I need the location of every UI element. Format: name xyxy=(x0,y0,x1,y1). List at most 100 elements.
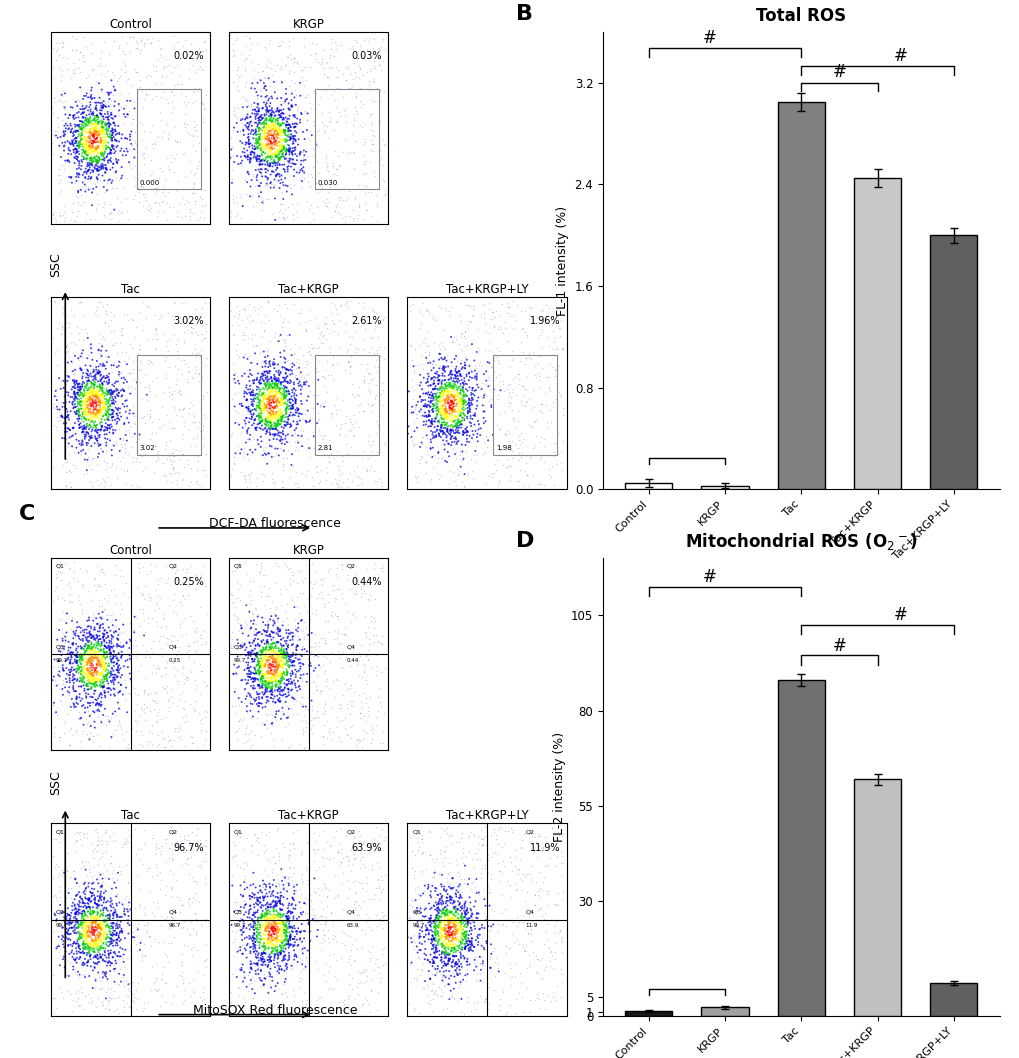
Point xyxy=(79,681,96,698)
Point xyxy=(185,166,202,183)
Point xyxy=(256,372,272,389)
Point xyxy=(477,993,493,1010)
Point xyxy=(76,674,93,691)
Point xyxy=(352,964,368,981)
Point xyxy=(102,211,118,227)
Point xyxy=(313,105,329,122)
Point xyxy=(514,1003,530,1020)
Point xyxy=(153,569,169,586)
Point xyxy=(405,295,421,312)
Point xyxy=(447,415,464,432)
Point xyxy=(368,667,384,683)
Point xyxy=(75,659,92,676)
Point xyxy=(546,361,562,378)
Point xyxy=(223,639,239,656)
Point xyxy=(71,905,88,922)
Point xyxy=(162,839,178,856)
Point xyxy=(454,928,471,945)
Point xyxy=(422,916,438,933)
Point xyxy=(117,942,133,959)
Point xyxy=(251,663,267,680)
Point xyxy=(270,905,286,922)
Point xyxy=(466,938,482,955)
Point xyxy=(425,930,441,947)
Point xyxy=(93,144,109,161)
Point xyxy=(440,914,457,931)
Point xyxy=(245,126,261,143)
Point xyxy=(66,415,83,432)
Point xyxy=(299,952,315,969)
Point xyxy=(272,380,288,397)
Point xyxy=(449,411,466,427)
Point xyxy=(58,476,74,493)
Point xyxy=(240,117,257,134)
Point xyxy=(86,941,102,957)
Point xyxy=(93,414,109,431)
Point xyxy=(136,627,152,644)
Point xyxy=(72,394,89,411)
Point xyxy=(124,398,141,415)
Point xyxy=(503,402,520,419)
Point xyxy=(299,111,315,128)
Point xyxy=(110,402,126,419)
Point xyxy=(53,372,69,389)
Point xyxy=(232,877,249,894)
Point xyxy=(106,676,122,693)
Point xyxy=(265,923,281,940)
Point xyxy=(104,127,120,144)
Point xyxy=(87,394,103,411)
Point xyxy=(278,396,294,413)
Point xyxy=(142,882,158,899)
Point xyxy=(74,647,91,664)
Point xyxy=(184,83,201,99)
Point xyxy=(275,919,291,936)
Point xyxy=(516,893,532,910)
Point xyxy=(93,922,109,938)
Point xyxy=(263,920,279,937)
Point xyxy=(264,907,280,924)
Point xyxy=(317,632,333,649)
Point xyxy=(438,881,454,898)
Point xyxy=(307,446,323,463)
Point xyxy=(296,164,312,181)
Point xyxy=(460,423,476,440)
Point xyxy=(412,366,428,383)
Point xyxy=(76,704,93,720)
Point xyxy=(255,668,271,685)
Point xyxy=(291,413,308,430)
Point xyxy=(107,671,123,688)
Point xyxy=(438,927,454,944)
Point xyxy=(104,120,120,136)
Point xyxy=(186,701,203,718)
Point xyxy=(280,434,297,451)
Point xyxy=(141,724,157,741)
Point xyxy=(117,930,133,947)
Point xyxy=(74,854,91,871)
Point xyxy=(255,156,271,172)
Point xyxy=(257,161,273,178)
Point xyxy=(283,195,300,212)
Point xyxy=(59,926,75,943)
Point xyxy=(91,123,107,140)
Point xyxy=(106,596,122,613)
Point xyxy=(166,149,182,166)
Point xyxy=(257,377,273,394)
Point xyxy=(497,917,514,934)
Point xyxy=(185,938,202,955)
Point xyxy=(443,954,460,971)
Point xyxy=(78,149,95,166)
Point xyxy=(56,938,72,955)
Point xyxy=(85,391,101,408)
Point xyxy=(258,149,274,166)
Point xyxy=(96,179,112,196)
Point xyxy=(89,673,105,690)
Point xyxy=(51,553,67,570)
Point xyxy=(506,857,523,874)
Point xyxy=(354,922,370,938)
Point xyxy=(253,899,269,916)
Point xyxy=(65,655,82,672)
Point xyxy=(262,950,278,967)
Point xyxy=(404,934,420,951)
Point xyxy=(268,932,284,949)
Point xyxy=(83,156,99,172)
